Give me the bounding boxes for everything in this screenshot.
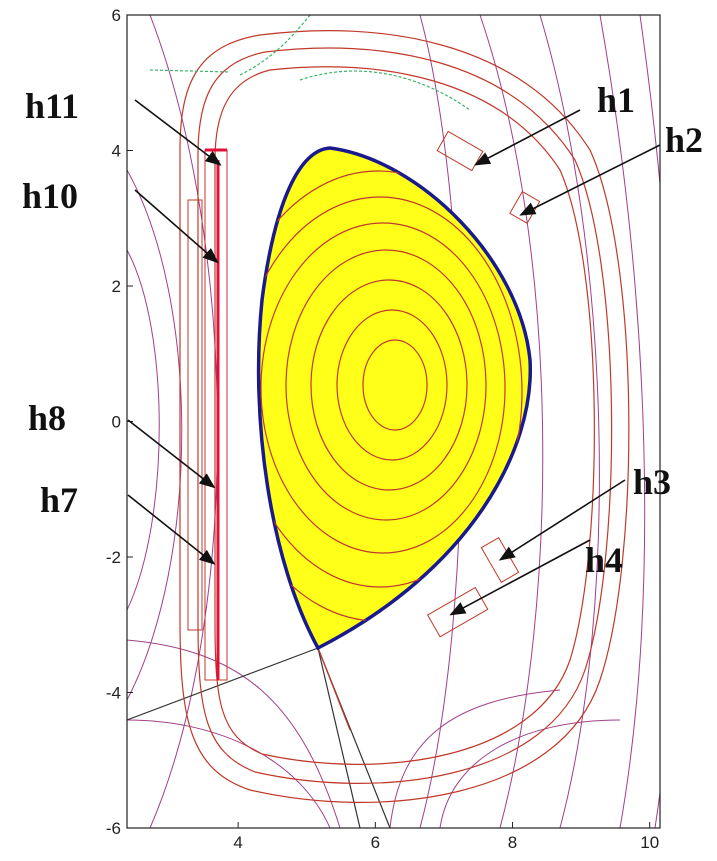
annotation-label: h10 (22, 176, 78, 216)
annotation-arrow (475, 110, 580, 165)
annotation-label: h8 (28, 398, 66, 438)
y-tick-label: 0 (112, 413, 121, 432)
y-tick-label: -6 (106, 819, 121, 838)
x-tick-label: 8 (508, 833, 517, 852)
annotation-label: h3 (633, 462, 671, 502)
plasma (218, 148, 538, 648)
y-tick-label: 4 (112, 142, 121, 161)
annotation-arrow (521, 145, 660, 215)
annotation-arrow (128, 420, 214, 487)
annotation-label: h4 (585, 540, 623, 580)
annotation-label: h1 (597, 80, 635, 120)
annotation-arrow (451, 540, 590, 615)
y-tick-label: 2 (112, 277, 121, 296)
y-tick-label: -4 (106, 684, 121, 703)
y-tick-label: 6 (112, 6, 121, 25)
y-tick-label: -2 (106, 548, 121, 567)
annotation-arrow (128, 495, 214, 564)
annotation-label: h7 (40, 480, 78, 520)
x-tick-label: 10 (640, 833, 659, 852)
annotation-arrow (135, 100, 220, 165)
x-tick-label: 4 (233, 833, 242, 852)
annotation-label: h11 (25, 86, 79, 126)
x-tick-label: 6 (371, 833, 380, 852)
figure: 4 6 8 10 -6 -4 -2 0 2 4 6 h11 h10 h8 h7 h1 h2 h3h4 (0, 0, 717, 861)
annotation-label: h2 (665, 120, 703, 160)
